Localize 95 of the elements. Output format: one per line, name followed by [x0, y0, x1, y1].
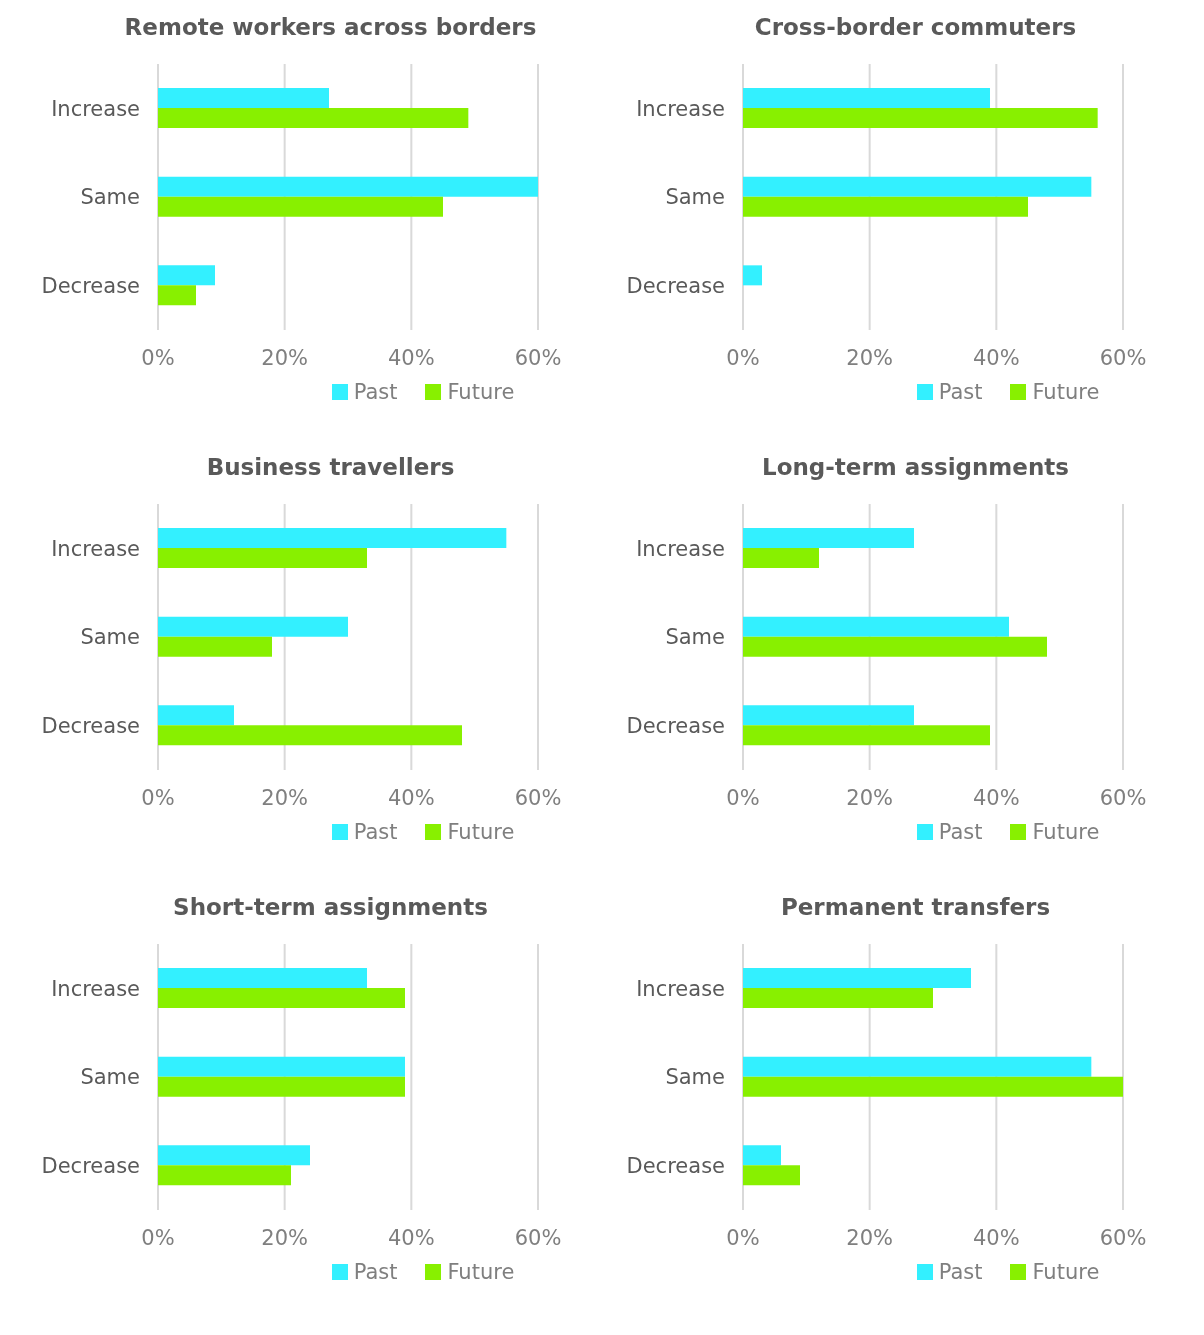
- legend-label: Past: [353, 380, 398, 404]
- y-tick-label: Increase: [51, 96, 140, 121]
- x-tick-label: 60%: [514, 785, 562, 810]
- x-tick-label: 0%: [141, 345, 175, 370]
- bar: [743, 725, 990, 746]
- bar: [743, 176, 1092, 197]
- y-tick-label: Same: [665, 625, 725, 650]
- bar: [158, 88, 329, 108]
- x-tick-label: 40%: [387, 345, 435, 370]
- legend-label: Past: [938, 1260, 983, 1284]
- bar: [743, 548, 819, 568]
- x-tick-label: 60%: [1099, 1225, 1147, 1250]
- x-tick-label: 60%: [514, 1225, 562, 1250]
- x-tick-label: 20%: [261, 345, 309, 370]
- bar: [158, 636, 272, 657]
- y-tick-label: Same: [80, 625, 140, 650]
- bar: [743, 1145, 781, 1166]
- bar: [158, 176, 538, 197]
- bar: [158, 1165, 291, 1186]
- x-tick-label: 40%: [972, 1225, 1020, 1250]
- y-tick-label: Decrease: [626, 1154, 725, 1179]
- x-tick-label: 0%: [141, 785, 175, 810]
- bar: [158, 1145, 310, 1166]
- y-tick-label: Decrease: [626, 714, 725, 739]
- bar: [158, 968, 367, 988]
- bar: [158, 1076, 405, 1097]
- y-tick-label: Same: [80, 185, 140, 210]
- legend-label: Past: [353, 1260, 398, 1284]
- y-tick-label: Decrease: [41, 714, 140, 739]
- x-tick-label: 0%: [726, 345, 760, 370]
- x-tick-label: 0%: [141, 1225, 175, 1250]
- x-tick-label: 60%: [1099, 345, 1147, 370]
- legend-label: Future: [1032, 380, 1100, 404]
- y-tick-label: Increase: [636, 976, 725, 1001]
- y-tick-label: Decrease: [41, 1154, 140, 1179]
- bar: [158, 196, 443, 217]
- x-tick-label: 20%: [261, 785, 309, 810]
- bar: [743, 196, 1028, 217]
- bar: [743, 88, 990, 108]
- x-tick-label: 20%: [846, 1225, 894, 1250]
- bar: [158, 108, 469, 128]
- chart-title: Long-term assignments: [761, 454, 1070, 482]
- bar: [743, 108, 1098, 128]
- legend-label: Past: [938, 380, 983, 404]
- legend-label: Future: [447, 820, 515, 844]
- bar: [158, 265, 215, 286]
- legend-label: Past: [353, 820, 398, 844]
- legend-label: Past: [938, 820, 983, 844]
- y-tick-label: Same: [80, 1065, 140, 1090]
- bar: [743, 1056, 1092, 1077]
- chart-title: Permanent transfers: [779, 894, 1052, 922]
- bar: [158, 705, 234, 726]
- x-tick-label: 40%: [972, 345, 1020, 370]
- bar: [158, 616, 348, 637]
- legend-label: Future: [1032, 820, 1100, 844]
- x-tick-label: 60%: [514, 345, 562, 370]
- bar: [743, 528, 914, 548]
- y-tick-label: Decrease: [626, 274, 725, 299]
- x-tick-label: 20%: [261, 1225, 309, 1250]
- x-tick-label: 0%: [726, 785, 760, 810]
- x-tick-label: 40%: [387, 1225, 435, 1250]
- x-tick-label: 0%: [726, 1225, 760, 1250]
- chart-title: Short-term assignments: [172, 894, 489, 922]
- y-tick-label: Same: [665, 1065, 725, 1090]
- bar: [743, 988, 933, 1008]
- x-tick-label: 40%: [972, 785, 1020, 810]
- bar: [158, 285, 196, 306]
- bar: [743, 1165, 800, 1186]
- bar: [158, 1056, 405, 1077]
- bar: [743, 265, 762, 286]
- chart-title: Business travellers: [205, 454, 456, 482]
- chart-title: Remote workers across borders: [123, 14, 538, 42]
- y-tick-label: Increase: [51, 536, 140, 561]
- x-tick-label: 40%: [387, 785, 435, 810]
- bar: [743, 1076, 1123, 1097]
- legend-label: Future: [447, 1260, 515, 1284]
- y-tick-label: Increase: [51, 976, 140, 1001]
- bar: [743, 636, 1047, 657]
- bar: [743, 968, 971, 988]
- legend-label: Future: [447, 380, 515, 404]
- x-tick-label: 20%: [846, 345, 894, 370]
- y-tick-label: Same: [665, 185, 725, 210]
- y-tick-label: Decrease: [41, 274, 140, 299]
- x-tick-label: 60%: [1099, 785, 1147, 810]
- bar: [158, 528, 507, 548]
- bar: [743, 616, 1009, 637]
- bar: [743, 705, 914, 726]
- y-tick-label: Increase: [636, 96, 725, 121]
- bar: [158, 548, 367, 568]
- x-tick-label: 20%: [846, 785, 894, 810]
- y-tick-label: Increase: [636, 536, 725, 561]
- chart-title: Cross-border commuters: [753, 14, 1078, 42]
- bar: [158, 725, 462, 746]
- bar: [158, 988, 405, 1008]
- legend-label: Future: [1032, 1260, 1100, 1284]
